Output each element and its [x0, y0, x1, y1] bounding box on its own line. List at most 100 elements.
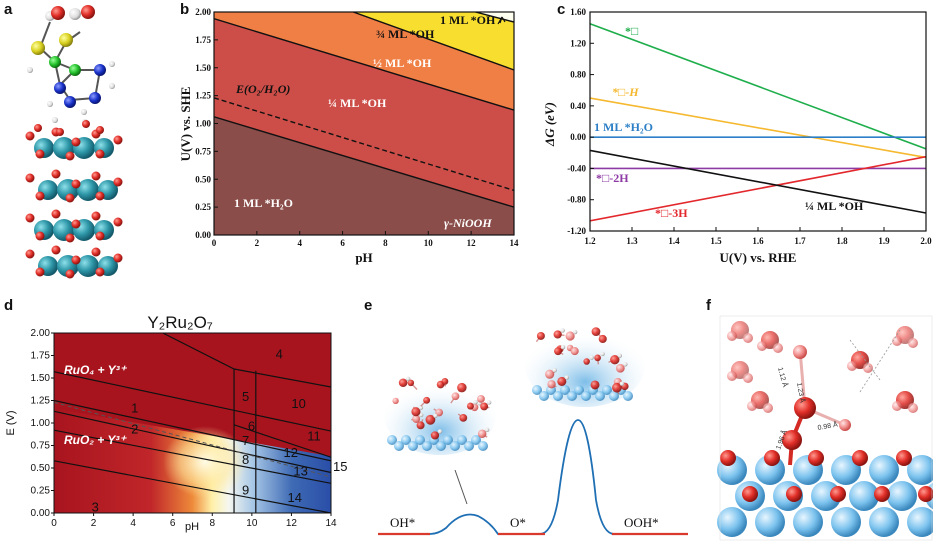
d-boundary-line-8 — [233, 424, 331, 458]
panel-label-f: f — [706, 297, 712, 314]
d-ytick-label: 1.25 — [31, 396, 51, 407]
panel-c-chart: 1.2 1.3 1.4 1.5 1.6 1.7 1.8 1.9 2.0 -1.20 -0.80 -0.… — [542, 7, 932, 265]
b-ytick-label: 2.00 — [195, 7, 211, 17]
d-title: Y₂Ru₂O₇ — [147, 313, 212, 332]
d-glow — [163, 426, 247, 498]
c-ytick-label: -1.20 — [567, 226, 586, 236]
d-ylabel: E (V) — [5, 410, 17, 435]
e-energy-path — [378, 419, 622, 535]
b-boundary-line-4 — [475, 12, 514, 23]
b-xtick-label: 2 — [255, 238, 260, 248]
b-label-quarter-oh: ¼ ML *OH — [328, 96, 387, 110]
d-ytick-label: 0.00 — [31, 508, 51, 519]
d-xtick-label: 2 — [91, 518, 97, 529]
c-series-line-1 — [590, 97, 926, 159]
d-xtick-label: 10 — [246, 518, 258, 529]
d-boundary-line-3 — [54, 429, 331, 484]
panel-d-chart: 0 2 4 6 8 10 12 140.000.250.500.751.001.251.501… — [5, 313, 347, 533]
b-ytick-label: 1.50 — [195, 63, 211, 73]
b-label-full-oh: 1 ML *OH — [440, 13, 496, 27]
panel-a-structure — [25, 5, 123, 279]
d-xtick-label: 4 — [130, 518, 136, 529]
b-xlabel: pH — [355, 250, 372, 265]
b-ytick-label: 1.75 — [195, 35, 211, 45]
d-ytick-label: 2.00 — [31, 328, 51, 339]
d-boundary-line-0 — [54, 371, 331, 432]
c-xtick-label: 1.9 — [878, 236, 890, 246]
b-xtick-label: 12 — [467, 238, 477, 248]
d-ytick-label: 0.75 — [31, 441, 51, 452]
c-label-vac-3h: *□-3H — [655, 206, 688, 220]
d-label-ruo2: RuO₂ + Y³⁺ — [64, 433, 127, 447]
c-xtick-label: 1.8 — [836, 236, 848, 246]
d-region-number: 4 — [276, 347, 283, 362]
d-region-number: 13 — [293, 464, 307, 479]
c-ytick-label: 0.40 — [570, 101, 586, 111]
b-region-half-oh — [214, 12, 514, 111]
c-label-vac: *□ — [625, 24, 638, 38]
b-xtick-label: 14 — [510, 238, 520, 248]
b-ylabel: U(V) vs. SHE — [178, 87, 193, 162]
d-region-number: 15 — [333, 459, 347, 474]
d-region-number: 11 — [307, 429, 321, 444]
b-ytick-label: 0.00 — [195, 230, 211, 240]
panel-label-d: d — [4, 297, 13, 314]
b-xtick-label: 4 — [297, 238, 302, 248]
panel-label-a: a — [4, 1, 13, 18]
b-label-half-oh: ½ ML *OH — [373, 56, 432, 70]
b-xtick-label: 6 — [340, 238, 345, 248]
c-series-line-5 — [590, 149, 926, 214]
panel-label-e: e — [364, 297, 372, 314]
c-xtick-label: 1.7 — [794, 236, 806, 246]
d-ytick-label: 0.25 — [31, 486, 51, 497]
c-label-vac-h: *□-H — [612, 85, 639, 99]
c-xtick-label: 1.6 — [752, 236, 764, 246]
d-xtick-label: 8 — [210, 518, 216, 529]
b-region-quarter-oh — [214, 18, 514, 208]
c-ytick-label: -0.40 — [567, 163, 586, 173]
d-boundary-line-2 — [54, 410, 331, 474]
c-ytick-label: -0.80 — [567, 195, 586, 205]
c-label-vac-2h: *□-2H — [596, 171, 629, 185]
d-xtick-label: 0 — [51, 518, 57, 529]
b-ytick-label: 1.00 — [195, 119, 211, 129]
b-annotation-o2: E(O₂/H₂O) — [235, 82, 290, 96]
d-region-number: 12 — [284, 445, 298, 460]
b-ytick-label: 0.50 — [195, 174, 211, 184]
b-region-h2o — [214, 116, 514, 235]
c-ytick-label: 1.60 — [570, 7, 586, 17]
c-ytick-label: 0.00 — [570, 132, 586, 142]
c-xtick-label: 1.2 — [584, 236, 596, 246]
d-region-number: 5 — [242, 389, 249, 404]
panel-e-diagram: OH* O* OOH* — [378, 323, 688, 536]
b-xtick-label: 10 — [424, 238, 434, 248]
d-region-number: 1 — [131, 401, 138, 416]
b-boundary-line-0 — [214, 116, 514, 208]
panel-label-c: c — [557, 1, 565, 18]
panel-label-b: b — [180, 1, 189, 18]
b-ytick-label: 1.25 — [195, 91, 211, 101]
c-label-h2o: 1 ML *H₂O — [594, 120, 653, 134]
d-xlabel: pH — [185, 521, 199, 533]
d-xtick-label: 6 — [170, 518, 176, 529]
d-ytick-label: 1.50 — [31, 373, 51, 384]
d-region-number: 6 — [248, 419, 255, 434]
b-boundary-line-1 — [214, 97, 514, 192]
d-region-number: 8 — [242, 452, 249, 467]
b-boundary-line-3 — [353, 12, 514, 71]
d-ytick-label: 0.50 — [31, 463, 51, 474]
d-region-number: 9 — [242, 483, 249, 498]
d-boundary-line-4 — [54, 460, 331, 513]
b-annotation-niooh: γ-NiOOH — [444, 216, 492, 230]
c-xlabel: U(V) vs. RHE — [720, 250, 797, 265]
d-ytick-label: 1.00 — [31, 418, 51, 429]
c-xtick-label: 1.5 — [710, 236, 722, 246]
b-xtick-label: 8 — [383, 238, 388, 248]
d-region-number: 3 — [92, 500, 99, 515]
c-label-quarter-oh: ¼ ML *OH — [805, 199, 864, 213]
panel-b-chart: 0 2 4 6 8 10 12 14 0.00 0.25 0.50 0.75 1.00 1.25 1.50 1… — [178, 7, 520, 265]
d-label-ruo4: RuO₄ + Y³⁺ — [64, 363, 128, 377]
d-region-number: 10 — [291, 396, 305, 411]
e-pointer-line — [454, 469, 468, 505]
